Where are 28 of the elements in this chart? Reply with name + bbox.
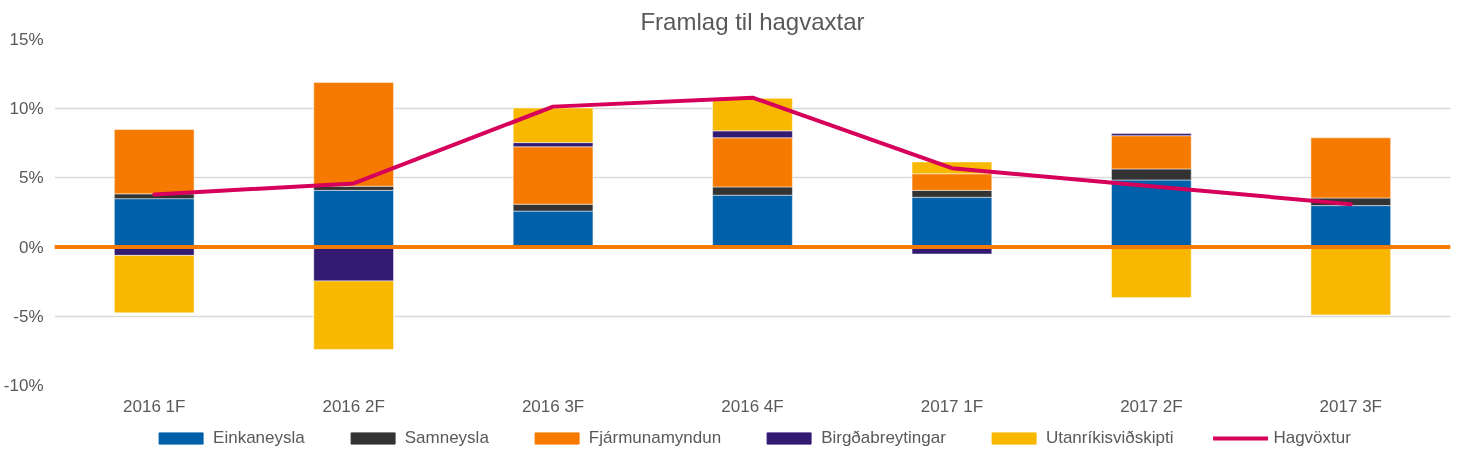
bar [512,107,594,143]
legend-label: Fjármunamyndun [588,428,722,448]
legend-label: Hagvöxtur [1273,428,1351,448]
y-tick-label: -10% [3,376,44,395]
x-tick-label: 2017 1F [920,396,984,416]
bar [313,82,394,187]
legend-label: Utanríkisviðskipti [1045,428,1174,448]
legend-label: Samneysla [404,428,489,448]
legend-label: Birgðabreytingar [821,428,946,448]
y-tick-label: -5% [13,306,44,326]
y-tick-label: 5% [18,168,44,188]
bar [313,190,394,248]
x-tick-label: 2016 3F [521,396,585,416]
x-tick-label: 2016 4F [721,396,784,416]
x-tick-label: 2017 3F [1319,396,1382,416]
x-tick-label: 2016 1F [123,396,186,416]
chart-title: Framlag til hagvaxtar [640,7,865,35]
bar [1310,246,1391,316]
legend-label: Einkaneysla [213,428,305,448]
y-tick-label: 10% [9,99,44,119]
line-series [152,95,1353,207]
y-tick-label: 0% [18,237,44,257]
x-tick-label: 2016 2F [322,396,385,416]
bar [1111,246,1192,298]
x-tick-label: 2017 2F [1120,396,1183,416]
bar [114,198,195,248]
y-tick-label: 15% [9,30,44,49]
bar [114,129,195,195]
